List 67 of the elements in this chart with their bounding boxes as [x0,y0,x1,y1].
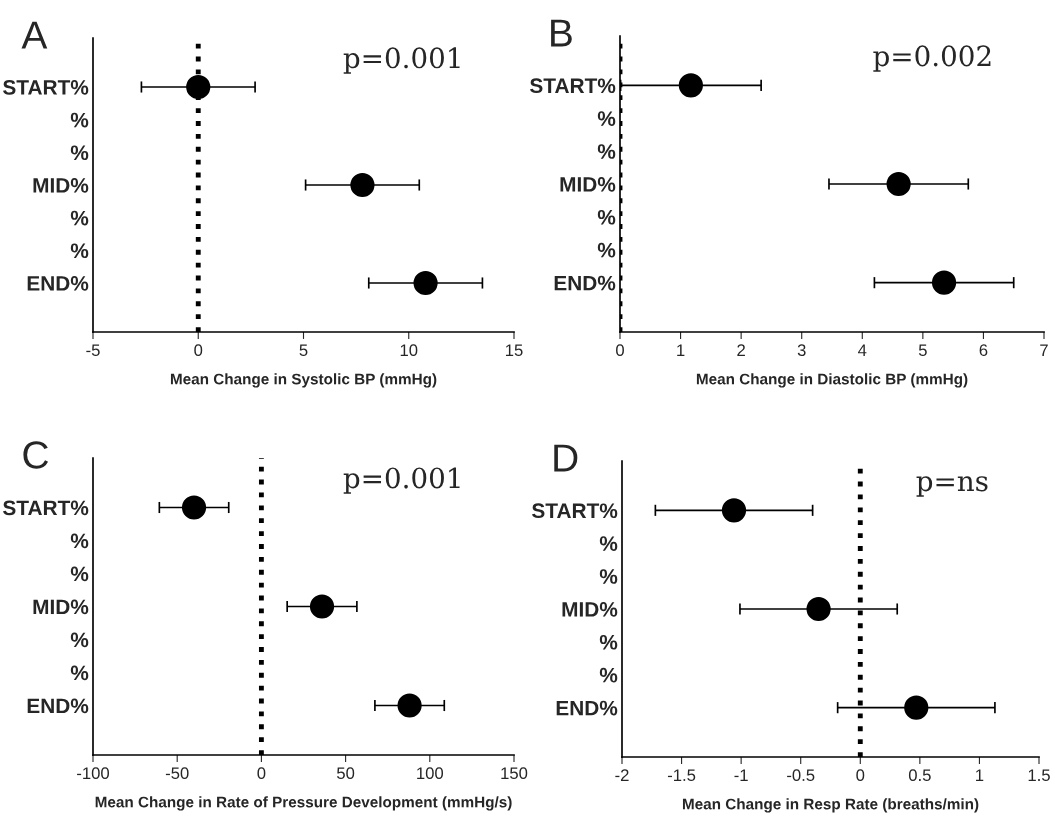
x-tick-label: 3 [797,344,806,357]
y-tick-label: END% [554,275,616,291]
y-tick-label: % [70,210,89,226]
x-tick-label: 150 [501,767,528,780]
y-tick-label: % [597,209,616,225]
x-tick-label: -1.5 [667,769,696,782]
y-tick-label: % [70,566,89,582]
x-tick-label: 2 [737,344,745,356]
x-axis-title: Mean Change in Diastolic BP (mmHg) [696,373,968,388]
x-tick-label: 4 [858,344,867,356]
x-axis-title: Mean Change in Systolic BP (mmHg) [170,373,437,388]
y-tick-label: % [597,144,616,159]
x-tick-label: 0 [194,344,203,357]
x-tick-label: -1 [734,769,748,781]
y-tick-label: % [70,112,89,128]
y-tick-label: % [599,569,618,584]
y-tick-label: START% [3,80,89,95]
x-tick-label: 1.5 [1028,769,1050,782]
x-tick-label: 0 [616,344,624,357]
x-tick-label: -5 [86,344,100,357]
x-tick-label: 50 [337,767,355,780]
x-tick-label: -2 [615,769,629,781]
y-tick-label: % [70,533,89,549]
y-tick-label: MID% [560,177,616,192]
x-tick-label: 1 [976,769,984,781]
y-tick-label: START% [3,500,89,516]
y-tick-label: MID% [33,178,89,193]
y-tick-label: % [70,665,89,681]
x-tick-label: 10 [400,344,418,357]
x-tick-label: -50 [165,767,189,780]
y-tick-label: START% [532,503,618,519]
y-tick-label: % [70,243,89,259]
x-tick-label: 6 [979,344,988,357]
x-tick-label: -100 [77,767,110,780]
x-axis-title: Mean Change in Rate of Pressure Development (mmHg/s) [95,796,512,811]
chart-title: D [554,444,578,472]
x-tick-label: 5 [918,344,927,357]
x-tick-label: 100 [417,767,444,780]
x-tick-label: 15 [506,344,523,357]
y-tick-label: MID% [562,602,618,617]
x-tick-label: 5 [299,344,308,357]
y-tick-label: % [70,632,89,648]
chart-title: C [23,441,49,469]
x-tick-label: -0.5 [787,769,815,782]
chart-title: B [551,19,572,47]
y-tick-label: END% [27,276,89,291]
x-axis-title: Mean Change in Resp Rate (breaths/min) [682,798,979,813]
annotation: p=ns [916,476,988,497]
x-tick-label: 1 [677,344,685,356]
y-tick-label: END% [556,700,618,716]
y-tick-label: % [70,145,89,161]
chart-title: A [21,21,48,49]
y-tick-label: % [599,536,618,551]
y-tick-label: % [599,667,618,683]
annotation: p=0.001 [343,467,460,494]
y-tick-label: START% [530,78,616,94]
x-tick-label: 0 [257,767,266,780]
annotation: p=0.002 [873,45,991,72]
x-tick-label: 0.5 [908,769,931,782]
x-tick-label: 7 [1040,344,1048,356]
y-tick-label: MID% [33,599,89,615]
annotation: p=0.001 [343,47,460,74]
y-tick-label: % [597,242,616,258]
y-tick-label: % [599,634,618,650]
y-tick-label: END% [27,698,89,714]
x-tick-label: 0 [856,769,865,782]
y-tick-label: % [597,111,616,126]
